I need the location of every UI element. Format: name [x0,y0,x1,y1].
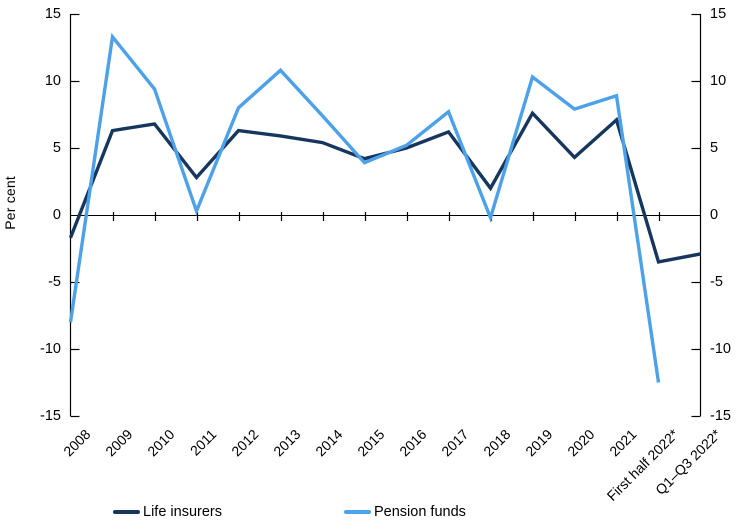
y-tick-label-left--5: -5 [48,274,61,290]
life-insurers-line-swatch [113,510,140,514]
legend-label-pension-funds: Pension funds [374,504,466,520]
life-insurers-line [68,110,701,264]
y-axis-title: Per cent [2,176,18,230]
y-tick-label-right--15: -15 [710,408,731,424]
legend-item-pension-funds: Pension funds [344,504,466,520]
y-tick-label-right-5: 5 [710,140,719,156]
legend-item-life-insurers: Life insurers [113,504,222,520]
pension-funds-line-swatch [344,510,371,514]
y-tick-label-left--10: -10 [40,341,61,357]
y-tick-label-left-5: 5 [52,140,61,156]
y-tick-label-left--15: -15 [40,408,61,424]
y-tick-label-right--5: -5 [710,274,723,290]
y-tick-label-left-10: 10 [44,73,61,89]
y-tick-label-left-15: 15 [44,6,61,22]
pension-funds-line [68,32,661,383]
legend-label-life-insurers: Life insurers [143,504,222,520]
y-tick-label-left-0: 0 [52,207,61,223]
y-tick-label-right-10: 10 [710,73,727,89]
y-tick-label-right--10: -10 [710,341,731,357]
y-tick-label-right-0: 0 [710,207,719,223]
y-tick-label-right-15: 15 [710,6,727,22]
